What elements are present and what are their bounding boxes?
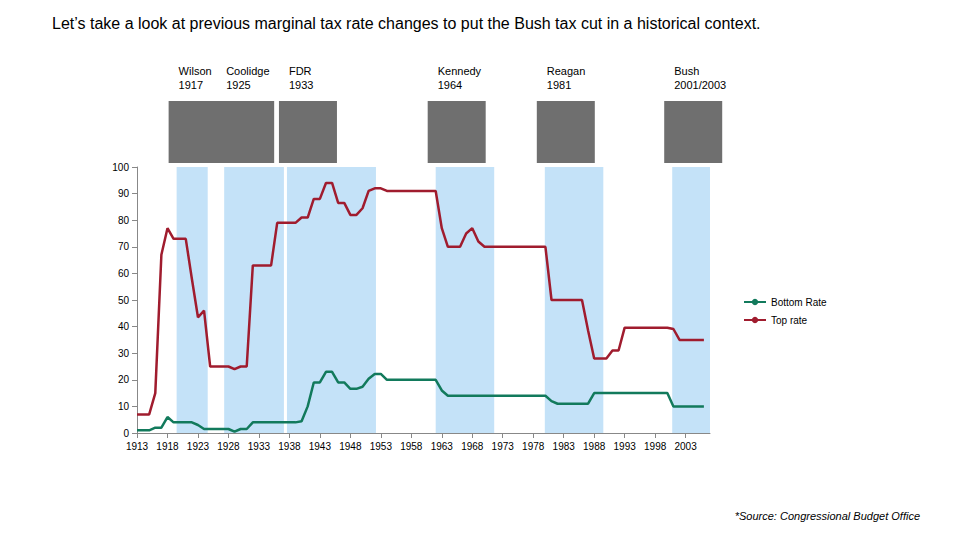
svg-text:Coolidge: Coolidge [226, 65, 269, 77]
svg-text:1968: 1968 [461, 441, 484, 452]
svg-text:1925: 1925 [226, 79, 250, 91]
svg-text:1938: 1938 [278, 441, 301, 452]
svg-text:Kennedy: Kennedy [438, 65, 482, 77]
svg-text:0: 0 [123, 428, 129, 439]
svg-text:*Source: Congressional Budget: *Source: Congressional Budget Office [735, 510, 920, 522]
svg-text:1917: 1917 [179, 79, 203, 91]
svg-text:1913: 1913 [126, 441, 149, 452]
svg-text:1988: 1988 [583, 441, 606, 452]
svg-text:Reagan: Reagan [547, 65, 586, 77]
svg-text:1993: 1993 [614, 441, 637, 452]
svg-text:1918: 1918 [156, 441, 179, 452]
svg-text:Bush: Bush [674, 65, 699, 77]
svg-text:FDR: FDR [289, 65, 312, 77]
svg-text:1973: 1973 [492, 441, 515, 452]
svg-text:2003: 2003 [674, 441, 697, 452]
svg-text:70: 70 [118, 241, 130, 252]
svg-text:1983: 1983 [553, 441, 576, 452]
svg-text:1964: 1964 [438, 79, 462, 91]
svg-text:10: 10 [118, 401, 130, 412]
svg-text:20: 20 [118, 374, 130, 385]
svg-text:1923: 1923 [187, 441, 210, 452]
svg-text:1948: 1948 [339, 441, 362, 452]
svg-text:1928: 1928 [217, 441, 240, 452]
svg-text:1933: 1933 [248, 441, 271, 452]
svg-text:50: 50 [118, 295, 130, 306]
svg-text:Wilson: Wilson [179, 65, 212, 77]
svg-text:2001/2003: 2001/2003 [674, 79, 726, 91]
svg-text:100: 100 [112, 162, 129, 173]
svg-text:Bottom Rate: Bottom Rate [771, 297, 827, 308]
svg-text:1933: 1933 [289, 79, 313, 91]
svg-text:Let’s take a look at previous: Let’s take a look at previous marginal t… [52, 15, 761, 32]
svg-text:1998: 1998 [644, 441, 667, 452]
svg-text:1963: 1963 [431, 441, 454, 452]
svg-text:1953: 1953 [370, 441, 393, 452]
svg-text:90: 90 [118, 188, 130, 199]
svg-text:1943: 1943 [309, 441, 332, 452]
svg-text:60: 60 [118, 268, 130, 279]
svg-text:30: 30 [118, 348, 130, 359]
svg-text:1958: 1958 [400, 441, 423, 452]
svg-text:1981: 1981 [547, 79, 571, 91]
svg-text:80: 80 [118, 215, 130, 226]
svg-text:40: 40 [118, 321, 130, 332]
svg-text:1978: 1978 [522, 441, 545, 452]
svg-text:Top rate: Top rate [771, 315, 808, 326]
